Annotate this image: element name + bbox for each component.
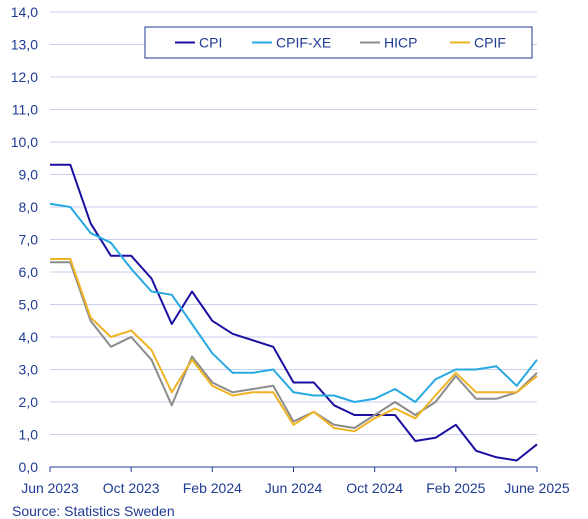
series-lines — [49, 163, 538, 462]
y-tick-label: 12,0 — [11, 69, 38, 85]
gridlines — [50, 11, 537, 435]
legend-label: CPI — [199, 35, 222, 51]
legend-label: CPIF-XE — [276, 35, 331, 51]
x-tick-label: Oct 2024 — [346, 480, 403, 496]
y-tick-label: 14,0 — [11, 4, 38, 20]
y-tick-label: 2,0 — [19, 394, 39, 410]
x-tick-label: Feb 2024 — [183, 480, 242, 496]
y-tick-label: 1,0 — [19, 427, 39, 443]
y-tick-label: 9,0 — [19, 167, 39, 183]
y-tick-label: 3,0 — [19, 362, 39, 378]
legend: CPI CPIF-XE HICP CPIF — [144, 26, 533, 59]
y-tick-label: 7,0 — [19, 232, 39, 248]
y-tick-label: 5,0 — [19, 297, 39, 313]
y-tick-label: 13,0 — [11, 37, 38, 53]
y-tick-label: 0,0 — [19, 459, 39, 475]
x-tick-label: June 2025 — [504, 480, 570, 496]
series-line-hicp — [50, 261, 538, 429]
legend-label: HICP — [384, 35, 417, 51]
source-note: Source: Statistics Sweden — [12, 503, 175, 519]
x-tick-label: Oct 2023 — [103, 480, 160, 496]
y-tick-label: 8,0 — [19, 199, 39, 215]
y-axis: 0,0 1,0 2,0 3,0 4,0 5,0 6,0 7,0 8,0 9,0 10,0 11,0 12… — [11, 4, 38, 475]
x-tick-label: Feb 2025 — [426, 480, 485, 496]
series-line-cpif-xe — [49, 202, 538, 403]
y-tick-label: 10,0 — [11, 134, 38, 150]
y-tick-label: 6,0 — [19, 264, 39, 280]
series-line-cpi — [50, 163, 538, 462]
x-tick-label: Jun 2024 — [265, 480, 323, 496]
x-tick-label: Jun 2023 — [21, 480, 79, 496]
y-tick-label: 11,0 — [12, 102, 38, 118]
x-axis: Jun 2023 Oct 2023 Feb 2024 Jun 2024 Oct 2024… — [21, 466, 570, 496]
y-tick-label: 4,0 — [19, 329, 39, 345]
legend-label: CPIF — [474, 35, 506, 51]
series-line-cpif — [50, 258, 538, 433]
